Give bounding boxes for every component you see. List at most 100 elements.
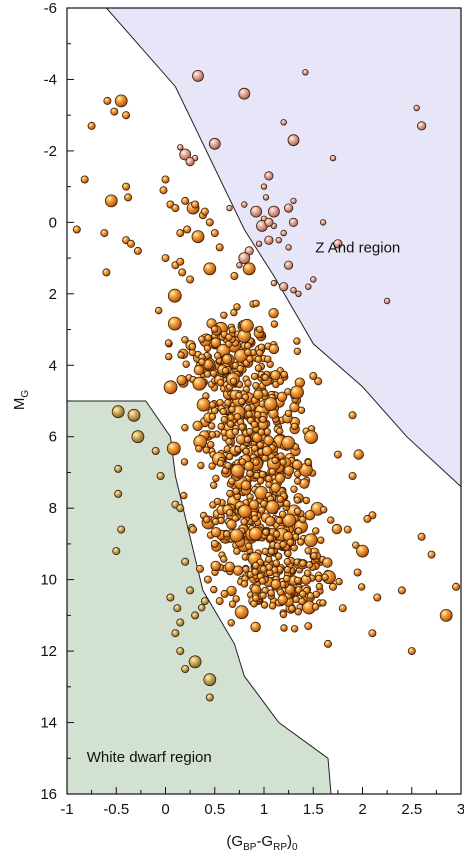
- data-point: [210, 527, 222, 538]
- data-point: [205, 693, 214, 702]
- data-point: [348, 471, 357, 480]
- data-point: [233, 547, 241, 555]
- data-point: [306, 592, 315, 600]
- data-point: [102, 268, 111, 277]
- points-layer: [72, 69, 461, 702]
- data-point: [246, 355, 254, 363]
- data-point: [195, 445, 203, 453]
- data-point: [270, 482, 281, 494]
- y-tick-label: 6: [49, 429, 57, 446]
- data-point: [100, 229, 109, 238]
- data-point: [265, 555, 273, 564]
- data-point: [265, 500, 280, 515]
- data-point: [271, 456, 279, 465]
- data-point: [161, 254, 170, 263]
- data-point: [236, 262, 243, 269]
- data-point: [238, 458, 247, 466]
- data-point: [248, 499, 260, 511]
- data-point: [333, 450, 342, 459]
- data-point: [192, 420, 203, 432]
- data-point: [202, 516, 211, 524]
- data-point: [252, 382, 260, 390]
- data-point: [284, 409, 293, 418]
- y-axis-label: MG: [11, 390, 31, 411]
- data-point: [221, 354, 233, 365]
- data-point: [246, 469, 254, 478]
- data-point: [228, 477, 236, 485]
- data-point: [283, 465, 295, 476]
- y-tick-label: -2: [44, 143, 57, 160]
- data-point: [182, 360, 190, 368]
- y-tick-label: 4: [49, 357, 57, 374]
- data-point: [245, 542, 253, 550]
- data-point: [283, 566, 292, 574]
- data-point: [188, 343, 197, 351]
- data-point: [264, 171, 274, 181]
- data-point: [305, 283, 312, 290]
- data-point: [203, 262, 217, 276]
- data-point: [112, 547, 121, 556]
- data-point: [161, 175, 170, 184]
- data-point: [305, 561, 314, 569]
- data-point: [224, 561, 236, 573]
- data-point: [224, 399, 232, 407]
- data-point: [270, 370, 281, 381]
- data-point: [198, 358, 206, 366]
- data-point: [298, 597, 306, 606]
- data-point: [267, 205, 280, 218]
- data-point: [191, 230, 205, 244]
- x-axis: -1 -0.5 0 0.5 1 1.5 2 2.5 3: [60, 787, 464, 818]
- data-point: [268, 308, 279, 319]
- data-point: [124, 193, 133, 202]
- data-point: [280, 624, 288, 632]
- data-point: [261, 445, 273, 457]
- data-point: [280, 119, 287, 126]
- data-point: [275, 552, 283, 560]
- data-point: [192, 376, 207, 391]
- data-point: [207, 422, 216, 430]
- data-point: [274, 473, 286, 484]
- data-point: [232, 487, 240, 495]
- data-point: [302, 69, 309, 76]
- data-point: [250, 420, 259, 429]
- data-point: [200, 207, 209, 216]
- data-point: [180, 491, 188, 500]
- y-tick-label: 10: [40, 572, 57, 589]
- data-point: [104, 194, 118, 208]
- data-point: [72, 225, 81, 234]
- data-point: [176, 229, 185, 238]
- data-point: [233, 413, 242, 421]
- data-point: [204, 334, 212, 342]
- data-point: [197, 461, 205, 470]
- data-point: [176, 504, 185, 513]
- data-point: [417, 532, 426, 541]
- data-point: [255, 240, 263, 247]
- data-point: [228, 405, 236, 414]
- data-point: [338, 604, 347, 613]
- data-point: [348, 411, 357, 420]
- data-point: [302, 496, 311, 505]
- data-point: [254, 411, 262, 419]
- data-point: [219, 407, 227, 416]
- data-point: [223, 530, 231, 538]
- data-point: [299, 515, 307, 524]
- data-point: [293, 477, 302, 485]
- data-point: [244, 348, 252, 356]
- data-point: [333, 239, 343, 249]
- data-point: [254, 355, 263, 363]
- data-point: [215, 597, 224, 606]
- data-point: [256, 325, 264, 334]
- data-point: [310, 276, 317, 283]
- data-point: [260, 601, 269, 609]
- data-point: [213, 352, 222, 360]
- data-point: [191, 611, 200, 620]
- data-point: [303, 533, 318, 548]
- data-point: [176, 375, 187, 386]
- data-point: [225, 333, 233, 341]
- data-point: [197, 604, 206, 612]
- data-point: [328, 582, 337, 591]
- data-point: [287, 134, 300, 147]
- data-point: [290, 385, 304, 400]
- data-point: [228, 600, 237, 608]
- data-point: [176, 618, 185, 627]
